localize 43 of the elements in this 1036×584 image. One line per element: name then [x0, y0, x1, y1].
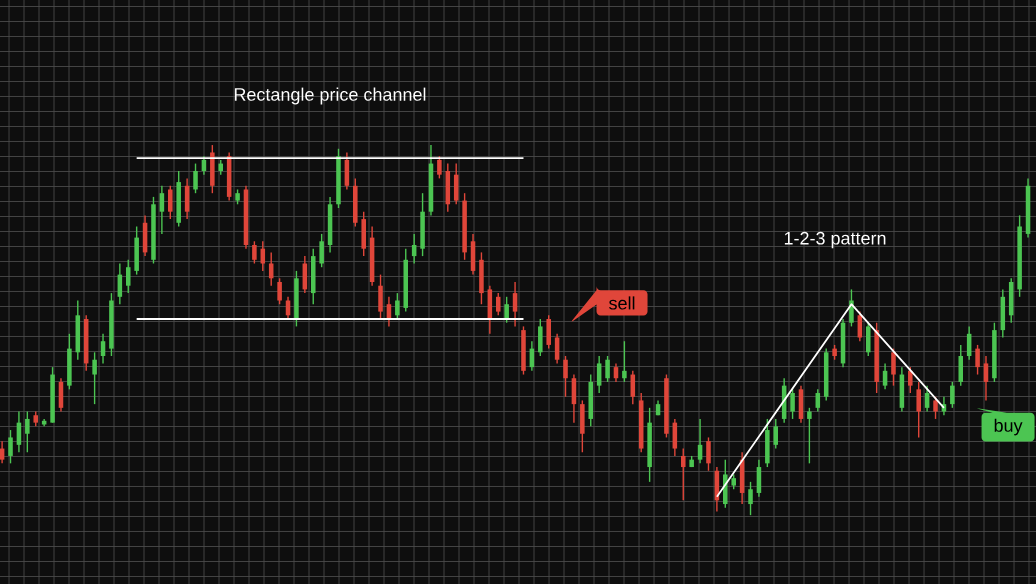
candlestick — [748, 481, 753, 516]
annotation: 1-2-3 pattern — [784, 231, 886, 249]
candlestick — [596, 355, 602, 394]
annotation: sell — [609, 296, 635, 310]
candlestick — [807, 407, 812, 465]
candlestick — [950, 381, 955, 409]
candlestick — [882, 362, 888, 391]
candlestick — [495, 292, 501, 317]
candlestick — [983, 355, 989, 402]
candlestick — [706, 436, 711, 472]
candlestick — [8, 429, 13, 465]
candlestick — [512, 281, 518, 328]
candlestick — [697, 418, 703, 465]
candlestick — [622, 340, 627, 383]
candlestick — [916, 381, 921, 439]
candlestick — [395, 292, 400, 320]
candlestick — [790, 388, 795, 420]
candlestick — [924, 384, 930, 413]
candlestick — [92, 351, 97, 405]
candlestick — [504, 296, 509, 324]
candlestick — [125, 259, 131, 294]
candlestick — [100, 333, 106, 365]
candlestick — [891, 347, 896, 387]
text: Rectangle price channel — [234, 87, 426, 105]
candlestick — [159, 185, 165, 235]
candlestick — [975, 344, 980, 376]
candlestick — [25, 410, 30, 453]
candlestick — [605, 355, 610, 383]
candlestick — [563, 355, 568, 398]
candlestick — [680, 447, 686, 502]
candlestick — [252, 240, 257, 265]
candlestick — [815, 388, 821, 413]
candlestick — [437, 155, 442, 180]
candlestick — [168, 185, 173, 220]
candlestick — [849, 288, 854, 328]
candlestick — [773, 418, 779, 450]
candlestick — [908, 366, 913, 394]
candlestick — [193, 162, 198, 194]
candlestick — [0, 440, 5, 465]
annotation: buy — [994, 418, 1023, 436]
candlestick — [277, 277, 282, 305]
candlestick — [319, 233, 324, 268]
candlestick — [268, 251, 274, 287]
